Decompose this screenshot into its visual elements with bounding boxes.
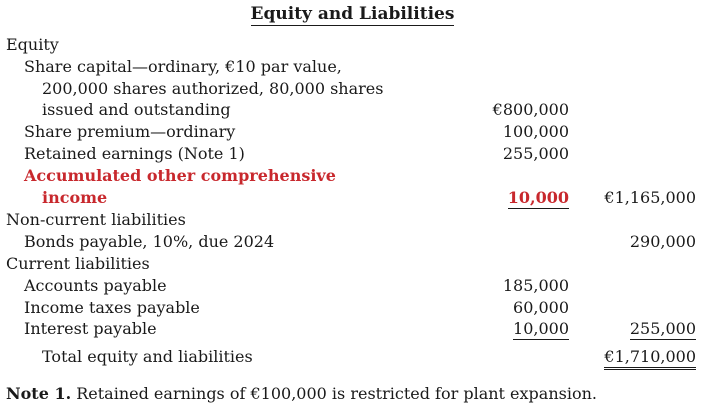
row-label: Share premium—ordinary [24, 122, 236, 141]
row-label: Non-current liabilities [6, 210, 186, 229]
section-equity: Equity [0, 34, 705, 56]
row-label-highlight: income [42, 188, 108, 207]
grand-total: €1,710,000 [604, 347, 696, 370]
line-item-aoci-cont: income 10,000 €1,165,000 [0, 187, 705, 209]
total-bonds-payable: 290,000 [629, 232, 696, 251]
row-label: Interest payable [24, 319, 157, 338]
line-item-bonds-payable: Bonds payable, 10%, due 2024 290,000 [0, 231, 705, 253]
row-label: Equity [6, 35, 59, 54]
section-current-liabilities: Current liabilities [0, 253, 705, 275]
line-item-share-capital: Share capital—ordinary, €10 par value, [0, 56, 705, 78]
line-item-retained-earnings: Retained earnings (Note 1) 255,000 [0, 143, 705, 165]
footnote-text: Retained earnings of €100,000 is restric… [71, 384, 597, 403]
amount-retained-earnings: 255,000 [502, 144, 569, 163]
row-label: Income taxes payable [24, 298, 200, 317]
row-label: issued and outstanding [42, 100, 231, 119]
amount-aoci-wrap: 10,000 [507, 187, 569, 209]
line-item-accounts-payable: Accounts payable 185,000 [0, 275, 705, 297]
row-label: Current liabilities [6, 254, 150, 273]
amount-share-capital: €800,000 [492, 100, 569, 119]
section-non-current-liabilities: Non-current liabilities [0, 209, 705, 231]
line-item-aoci: Accumulated other comprehensive [0, 165, 705, 187]
row-label-highlight: Accumulated other comprehensive [24, 166, 336, 185]
amount-income-taxes-payable: 60,000 [513, 298, 569, 317]
row-label: 200,000 shares authorized, 80,000 shares [42, 79, 384, 98]
line-item-income-taxes-payable: Income taxes payable 60,000 [0, 297, 705, 319]
row-label: Share capital—ordinary, €10 par value, [24, 57, 342, 76]
footnote: Note 1. Retained earnings of €100,000 is… [6, 383, 597, 405]
amount-share-premium: 100,000 [502, 122, 569, 141]
row-label: Retained earnings (Note 1) [24, 144, 245, 163]
line-item-total-equity-liabilities: Total equity and liabilities €1,710,000 [0, 346, 705, 370]
row-label: Total equity and liabilities [42, 347, 253, 366]
statement-title: Equity and Liabilities [250, 4, 455, 26]
row-label: Accounts payable [24, 276, 167, 295]
line-item-share-capital-cont: 200,000 shares authorized, 80,000 shares [0, 78, 705, 100]
line-item-interest-payable: Interest payable 10,000 255,000 [0, 318, 705, 340]
total-equity: €1,165,000 [604, 188, 696, 207]
amount-interest-payable: 10,000 [513, 319, 569, 340]
amount-accounts-payable: 185,000 [502, 276, 569, 295]
total-current-liabilities-wrap: 255,000 [629, 318, 696, 340]
amount-aoci: 10,000 [507, 188, 569, 209]
footnote-lead: Note 1. [6, 384, 72, 403]
amount-interest-payable-wrap: 10,000 [513, 318, 569, 340]
total-current-liabilities: 255,000 [629, 319, 696, 340]
grand-total-wrap: €1,710,000 [604, 346, 696, 370]
row-label: Bonds payable, 10%, due 2024 [24, 232, 275, 251]
line-item-share-capital-issued: issued and outstanding €800,000 [0, 99, 705, 121]
line-item-share-premium: Share premium—ordinary 100,000 [0, 121, 705, 143]
